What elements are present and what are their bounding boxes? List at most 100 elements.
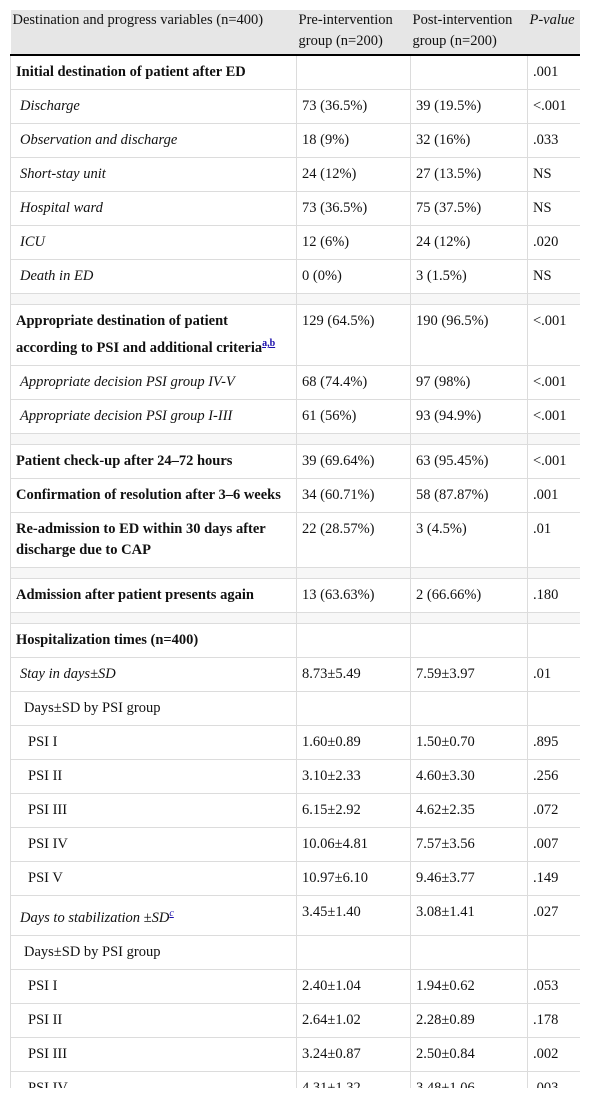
p-value bbox=[528, 623, 581, 657]
spacer-cell bbox=[411, 433, 528, 444]
pre-intervention-value: 2.40±1.04 bbox=[297, 969, 411, 1003]
row-label-cell: Appropriate decision PSI group I-III bbox=[11, 399, 297, 433]
p-value: <.001 bbox=[528, 365, 581, 399]
pre-intervention-value: 24 (12%) bbox=[297, 158, 411, 192]
table-header: Destination and progress variables (n=40… bbox=[11, 10, 581, 55]
table-row: PSI IV 10.06±4.81 7.57±3.56.007 bbox=[11, 827, 581, 861]
row-label-cell: ICU bbox=[11, 226, 297, 260]
table-row: PSI V 10.97±6.10 9.46±3.77.149 bbox=[11, 861, 581, 895]
header-post-intervention: Post-intervention group (n=200) bbox=[411, 10, 528, 55]
pre-intervention-value: 68 (74.4%) bbox=[297, 365, 411, 399]
footnote-link[interactable]: a,b bbox=[262, 338, 275, 349]
post-intervention-value bbox=[411, 935, 528, 969]
post-intervention-value: 75 (37.5%) bbox=[411, 192, 528, 226]
row-label-cell: PSI V bbox=[11, 861, 297, 895]
footnote-link[interactable]: c bbox=[169, 908, 173, 919]
post-intervention-value bbox=[411, 691, 528, 725]
footnote-ref: a,b bbox=[262, 335, 275, 349]
table-row: ICU 12 (6%) 24 (12%) .020 bbox=[11, 226, 581, 260]
results-table: Destination and progress variables (n=40… bbox=[10, 10, 580, 1088]
p-value: <.001 bbox=[528, 399, 581, 433]
row-label-cell: Patient check-up after 24–72 hours bbox=[11, 444, 297, 478]
post-intervention-value: 93 (94.9%) bbox=[411, 399, 528, 433]
row-label-cell: PSI III bbox=[11, 1037, 297, 1071]
row-label: PSI II bbox=[28, 1012, 62, 1028]
p-value: .003 bbox=[528, 1071, 581, 1088]
table-row: Patient check-up after 24–72 hours 39 (69… bbox=[11, 444, 581, 478]
post-intervention-value: 7.59±3.97 bbox=[411, 657, 528, 691]
row-label: Appropriate decision PSI group I-III bbox=[20, 408, 232, 424]
post-intervention-value bbox=[411, 55, 528, 90]
p-value: <.001 bbox=[528, 90, 581, 124]
pre-intervention-value: 10.97±6.10 bbox=[297, 861, 411, 895]
row-label: Initial destination of patient after ED bbox=[16, 64, 246, 80]
pre-intervention-value: 22 (28.57%) bbox=[297, 512, 411, 567]
table-row: PSI III 3.24±0.87 2.50±0.84.002 bbox=[11, 1037, 581, 1071]
p-value: .033 bbox=[528, 124, 581, 158]
post-intervention-value: 32 (16%) bbox=[411, 124, 528, 158]
pre-intervention-value bbox=[297, 935, 411, 969]
row-label-cell: Hospitalization times (n=400) bbox=[11, 623, 297, 657]
row-label-cell: Days±SD by PSI group bbox=[11, 691, 297, 725]
table-row: Confirmation of resolution after 3–6 wee… bbox=[11, 478, 581, 512]
table-row: Death in ED 0 (0%) 3 (1.5%) NS bbox=[11, 260, 581, 294]
header-pre-intervention: Pre-intervention group (n=200) bbox=[297, 10, 411, 55]
p-value: .895 bbox=[528, 725, 581, 759]
row-label: PSI I bbox=[28, 978, 57, 994]
p-value bbox=[528, 935, 581, 969]
pre-intervention-value: 0 (0%) bbox=[297, 260, 411, 294]
pre-intervention-value bbox=[297, 55, 411, 90]
row-label-cell: PSI II bbox=[11, 1003, 297, 1037]
pre-intervention-value: 2.64±1.02 bbox=[297, 1003, 411, 1037]
row-label: PSI V bbox=[28, 870, 63, 886]
p-value: .053 bbox=[528, 969, 581, 1003]
pre-intervention-value: 6.15±2.92 bbox=[297, 793, 411, 827]
pre-intervention-value: 73 (36.5%) bbox=[297, 192, 411, 226]
table-row: Days to stabilization ±SDc 3.45±1.40 3.08±… bbox=[11, 895, 581, 935]
row-label: Patient check-up after 24–72 hours bbox=[16, 453, 232, 469]
header-p-value-label: P-value bbox=[530, 12, 575, 28]
row-label-cell: Death in ED bbox=[11, 260, 297, 294]
pre-intervention-value: 10.06±4.81 bbox=[297, 827, 411, 861]
header-variables: Destination and progress variables (n=40… bbox=[11, 10, 297, 55]
post-intervention-value: 3 (4.5%) bbox=[411, 512, 528, 567]
row-label-cell: PSI III bbox=[11, 793, 297, 827]
pre-intervention-value: 61 (56%) bbox=[297, 399, 411, 433]
row-label: PSI II bbox=[28, 768, 62, 784]
row-label-cell: Discharge bbox=[11, 90, 297, 124]
post-intervention-value: 39 (19.5%) bbox=[411, 90, 528, 124]
row-label-cell: PSI I bbox=[11, 725, 297, 759]
footnote-ref: c bbox=[169, 905, 173, 919]
row-label: PSI III bbox=[28, 1046, 67, 1062]
row-label: Stay in days±SD bbox=[20, 666, 116, 682]
spacer-cell bbox=[11, 612, 297, 623]
header-row: Destination and progress variables (n=40… bbox=[11, 10, 581, 55]
post-intervention-value: 9.46±3.77 bbox=[411, 861, 528, 895]
row-label: Observation and discharge bbox=[20, 132, 177, 148]
row-label-cell: PSI IV bbox=[11, 827, 297, 861]
table-row: Appropriate destination of patient accor… bbox=[11, 305, 581, 366]
post-intervention-value: 2 (66.66%) bbox=[411, 578, 528, 612]
post-intervention-value: 7.57±3.56 bbox=[411, 827, 528, 861]
spacer-row bbox=[11, 567, 581, 578]
post-intervention-value: 3.08±1.41 bbox=[411, 895, 528, 935]
row-label-cell: Short-stay unit bbox=[11, 158, 297, 192]
spacer-cell bbox=[297, 612, 411, 623]
spacer-cell bbox=[411, 612, 528, 623]
pre-intervention-value: 3.45±1.40 bbox=[297, 895, 411, 935]
row-label: Hospitalization times (n=400) bbox=[16, 632, 198, 648]
post-intervention-value: 4.60±3.30 bbox=[411, 759, 528, 793]
row-label-cell: PSI I bbox=[11, 969, 297, 1003]
p-value: .001 bbox=[528, 478, 581, 512]
table-row: PSI I 2.40±1.04 1.94±0.62.053 bbox=[11, 969, 581, 1003]
row-label-cell: Observation and discharge bbox=[11, 124, 297, 158]
pre-intervention-value: 1.60±0.89 bbox=[297, 725, 411, 759]
row-label-cell: Admission after patient presents again bbox=[11, 578, 297, 612]
post-intervention-value bbox=[411, 623, 528, 657]
row-label-cell: Days±SD by PSI group bbox=[11, 935, 297, 969]
p-value: <.001 bbox=[528, 305, 581, 366]
p-value: NS bbox=[528, 158, 581, 192]
row-label-cell: Re-admission to ED within 30 days after … bbox=[11, 512, 297, 567]
row-label: Confirmation of resolution after 3–6 wee… bbox=[16, 487, 281, 503]
post-intervention-value: 58 (87.87%) bbox=[411, 478, 528, 512]
